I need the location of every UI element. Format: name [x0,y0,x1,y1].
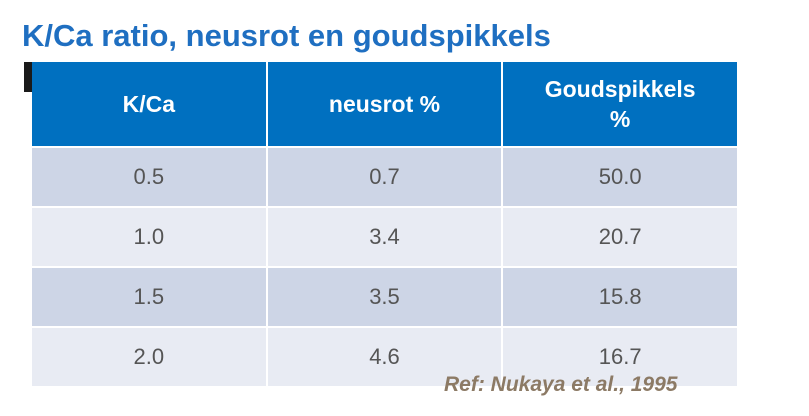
column-header: neusrot % [267,62,502,146]
column-header: Goudspikkels % [503,62,737,146]
table-body: 0.5 0.7 50.0 1.0 3.4 20.7 1.5 3.5 15.8 2.0 4.6 16.7 [32,148,737,386]
column-header: K/Ca [32,62,266,146]
table-cell: 0.7 [267,148,502,206]
data-table: K/Ca neusrot % Goudspikkels % 0.5 0.7 50.0 1.… [30,60,739,388]
reference: Ref: Nukaya et al., 1995 [444,373,678,396]
table-cell: 3.4 [267,208,502,266]
table-row: 2.0 4.6 16.7 [32,328,737,386]
header-row: K/Ca neusrot % Goudspikkels % [32,62,737,146]
table-cell: 1.0 [32,208,266,266]
table-row: 1.5 3.5 15.8 [32,268,737,326]
column-header-text: Goudspikkels % [544,76,696,132]
table-cell: 0.5 [32,148,266,206]
slide-title: K/Ca ratio, neusrot en goudspikkels [22,18,551,53]
table-cell: 20.7 [503,208,737,266]
table-row: 0.5 0.7 50.0 [32,148,737,206]
column-header-text: neusrot % [328,91,441,117]
table-cell: 2.0 [32,328,266,386]
table-row: 1.0 3.4 20.7 [32,208,737,266]
table-header: K/Ca neusrot % Goudspikkels % [32,62,737,146]
decoration [24,62,32,92]
table-cell: 3.5 [267,268,502,326]
column-header-text: K/Ca [122,91,176,117]
table-cell: 16.7 [503,328,737,386]
table-cell: 50.0 [503,148,737,206]
table-cell: 4.6 [267,328,502,386]
table-cell: 15.8 [503,268,737,326]
table-cell: 1.5 [32,268,266,326]
